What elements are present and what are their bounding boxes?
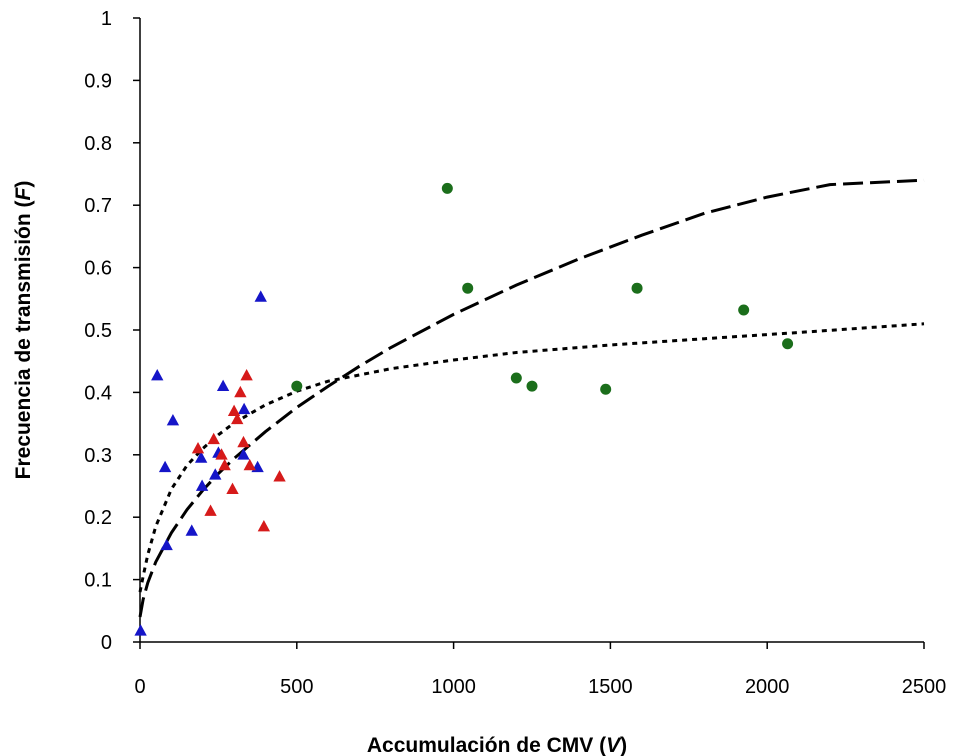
data-point-triangle [237,402,251,415]
data-markers [134,182,794,636]
data-point-triangle [231,412,244,425]
y-tick-label: 0.9 [84,70,112,92]
data-point-triangle [226,482,239,494]
y-tick-label: 0.5 [84,320,112,342]
data-point-circle [631,282,643,294]
y-axis-title: Frecuencia de transmisión (F) [12,181,35,480]
data-point-triangle [160,538,173,551]
y-tick-label: 0.4 [84,382,112,404]
data-point-triangle [204,504,217,516]
plot-area [139,18,924,643]
data-point-triangle [234,385,247,398]
data-point-triangle [240,369,253,381]
data-point-circle [510,372,522,384]
x-tick-label: 2000 [745,676,790,698]
data-point-triangle [227,404,241,416]
x-tick-label: 500 [280,676,313,698]
y-tick-label: 0 [101,632,112,654]
x-tick-label: 1000 [431,676,476,698]
data-point-triangle [237,435,250,448]
fit-curves [138,178,925,618]
data-point-circle [441,182,453,194]
fit-curve-dashed [138,178,925,618]
x-tick-label: 0 [134,676,145,698]
data-point-triangle [215,448,228,460]
data-point-circle [291,380,303,392]
data-point-triangle [237,448,250,460]
data-point-triangle [209,468,222,480]
y-tick-label: 0.7 [84,195,112,217]
data-point-triangle [166,413,180,426]
data-point-triangle [194,451,208,463]
data-point-circle [782,338,794,350]
data-point-triangle [151,369,164,381]
data-point-triangle [195,479,209,491]
fit-curve-dotted [138,322,925,593]
data-point-triangle [191,442,205,454]
y-tick-label: 0.6 [84,258,112,280]
data-point-triangle [158,460,172,473]
x-axis-title: Accumulación de CMV (V) [367,734,627,756]
data-point-circle [526,380,538,392]
data-point-triangle [243,458,256,471]
y-tick-label: 0.1 [84,570,112,592]
data-point-triangle [257,520,271,532]
data-point-triangle [207,432,220,445]
data-point-circle [600,383,612,395]
y-tick-label: 0.3 [84,445,112,467]
y-tick-label: 0.2 [84,507,112,529]
data-point-triangle [218,458,231,471]
x-tick-label: 1500 [588,676,633,698]
y-tick-label: 1 [101,8,112,30]
data-point-triangle [134,624,147,636]
data-point-triangle [216,379,230,392]
data-point-circle [462,282,474,294]
x-ticks: 0 500 1000 1500 2000 2500 [134,642,946,698]
data-point-circle [738,304,750,316]
data-point-triangle [254,290,267,302]
y-tick-label: 0.8 [84,133,112,155]
x-tick-label: 2500 [902,676,947,698]
data-point-triangle [185,524,198,536]
data-point-triangle [273,470,286,482]
y-ticks: 0 0.1 0.2 0.3 0.4 0.5 0.6 0.7 0.8 0.9 1 [84,8,140,654]
